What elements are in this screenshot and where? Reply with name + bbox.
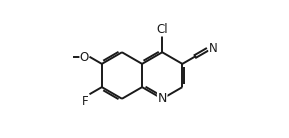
Text: O: O (79, 51, 89, 64)
Text: F: F (82, 95, 89, 108)
Text: N: N (208, 43, 217, 55)
Text: N: N (158, 92, 167, 105)
Text: Cl: Cl (156, 23, 168, 36)
